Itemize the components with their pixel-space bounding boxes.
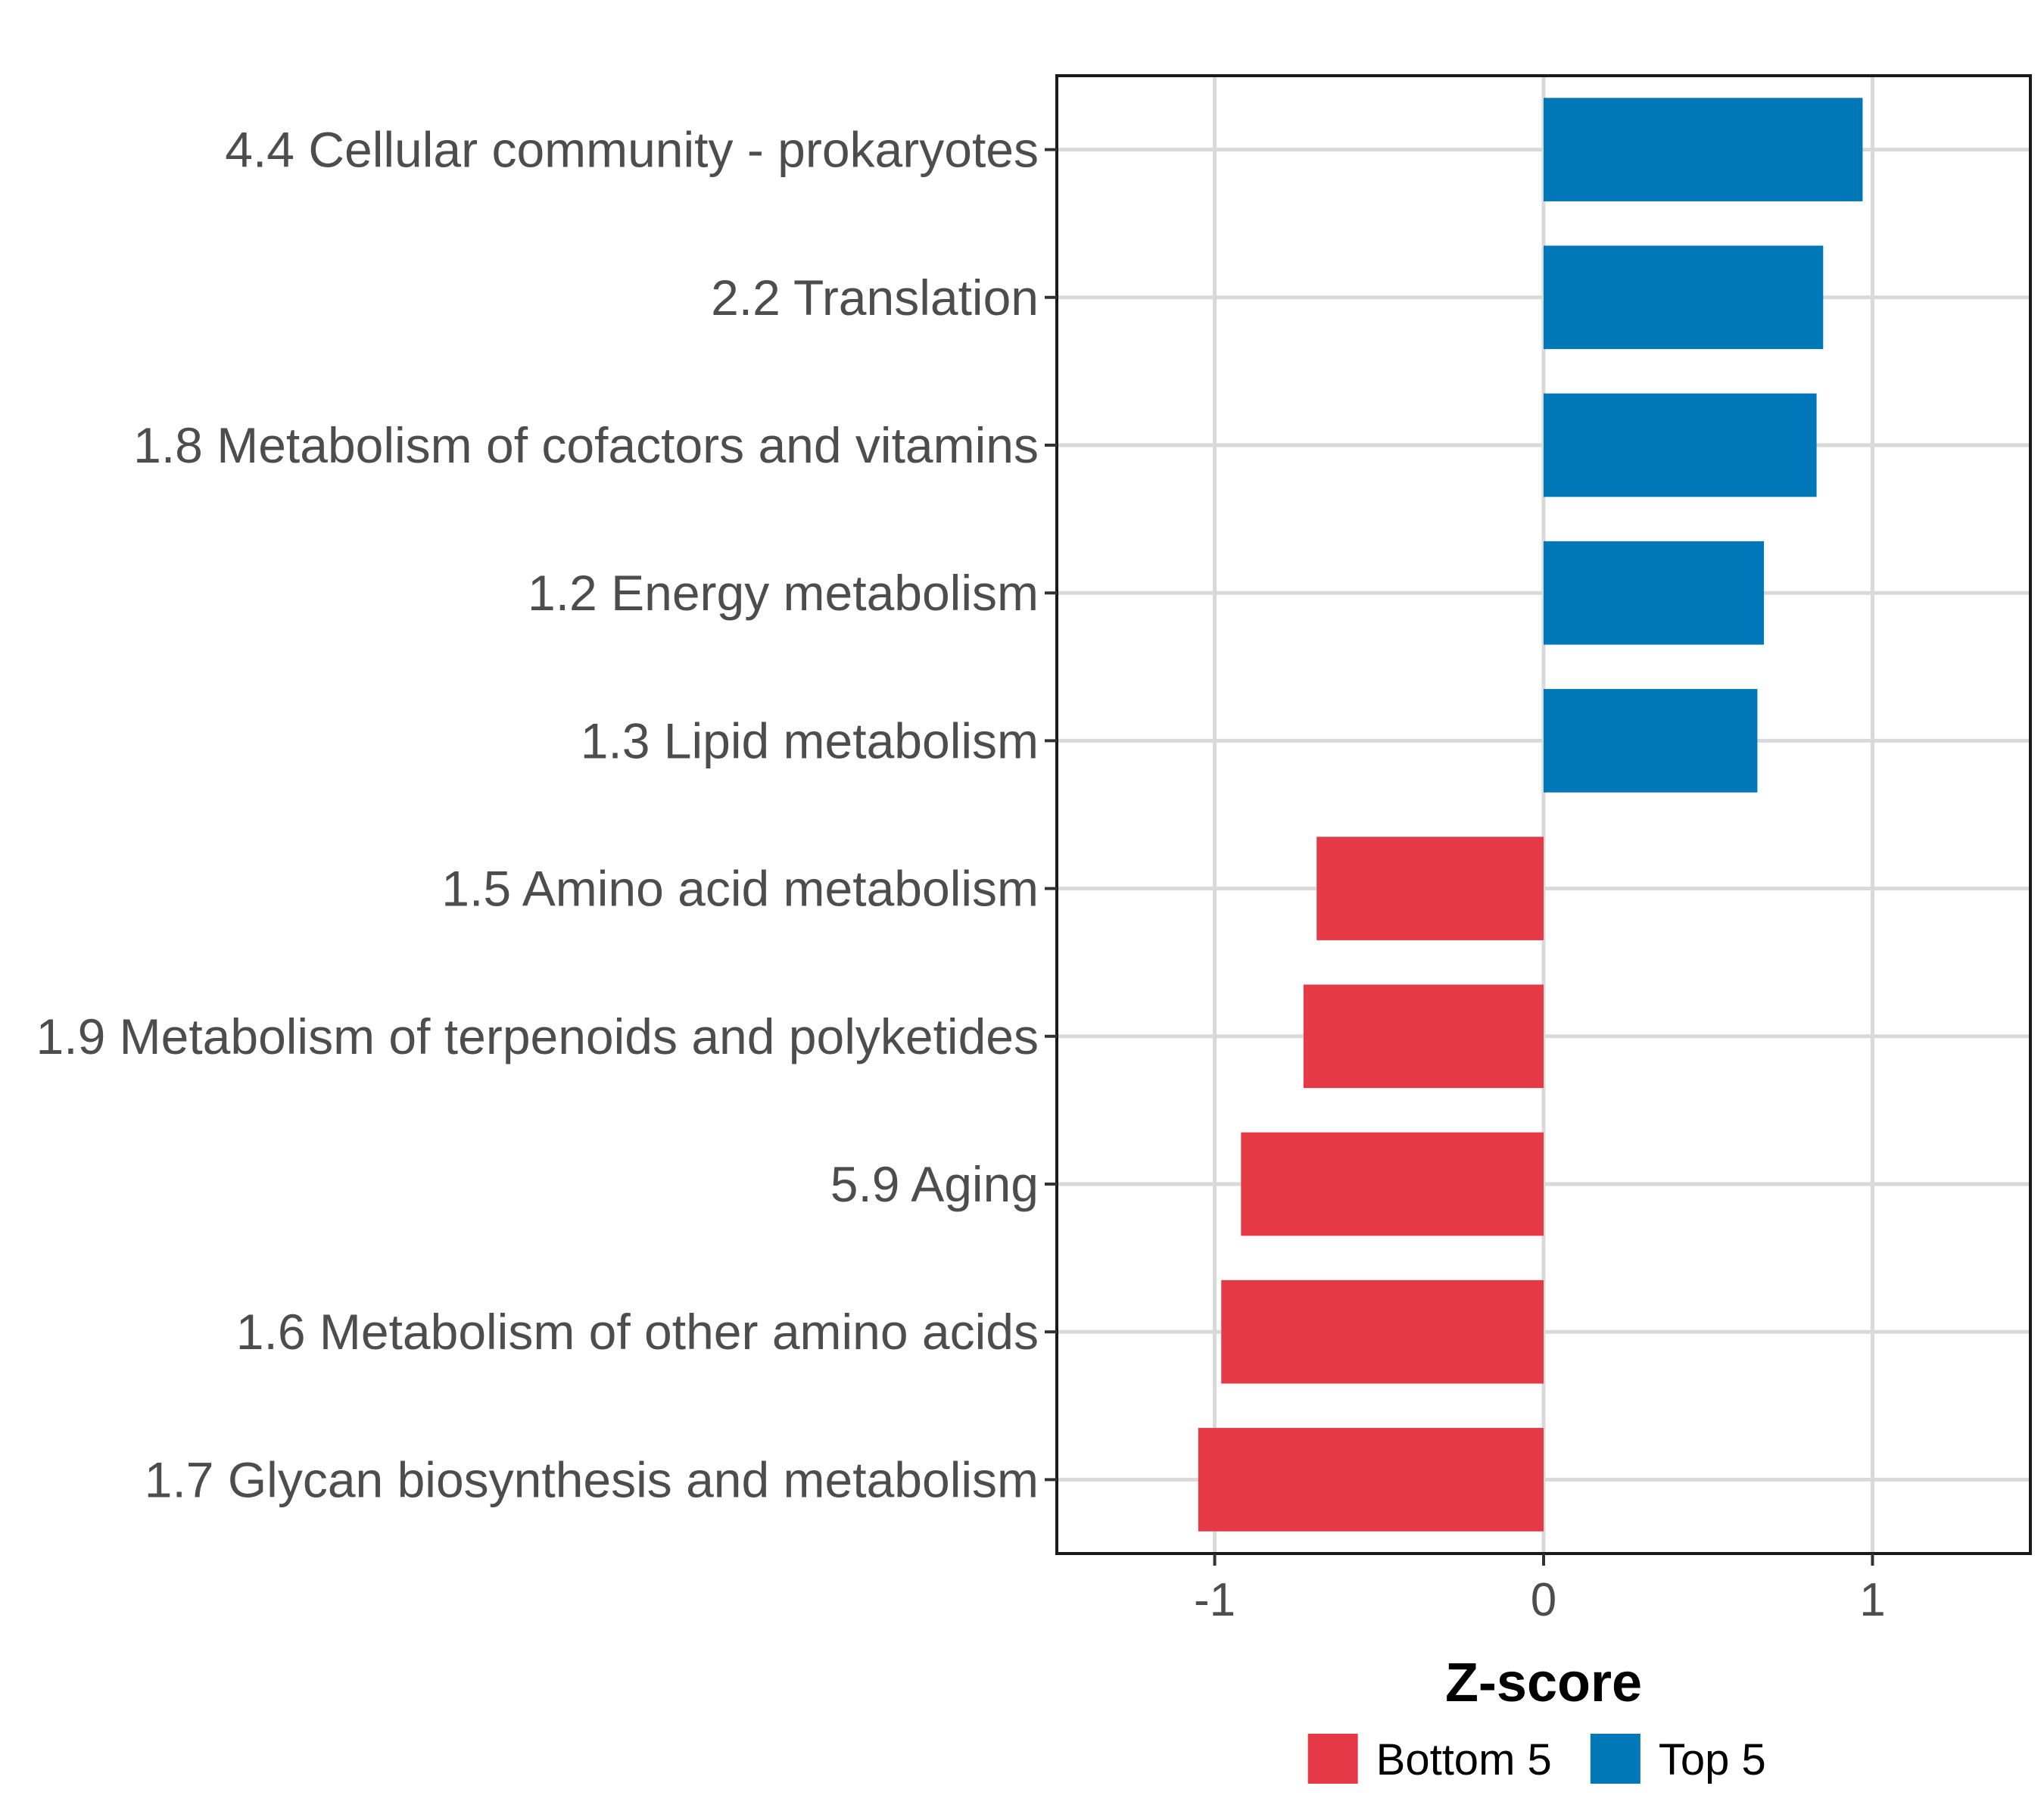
category-label: 1.2 Energy metabolism — [528, 565, 1039, 621]
category-label: 1.5 Amino acid metabolism — [441, 861, 1039, 917]
legend-key — [1590, 1734, 1640, 1784]
bar — [1198, 1428, 1544, 1532]
category-label: 5.9 Aging — [830, 1156, 1039, 1212]
category-label: 1.3 Lipid metabolism — [581, 712, 1039, 768]
legend-label: Top 5 — [1659, 1735, 1766, 1784]
bar — [1316, 837, 1544, 940]
bar — [1544, 98, 1863, 201]
category-label: 4.4 Cellular community - prokaryotes — [225, 122, 1039, 178]
x-tick-label: 0 — [1531, 1574, 1556, 1626]
category-label: 1.6 Metabolism of other amino acids — [236, 1304, 1039, 1360]
legend: Bottom 5 Top 5 — [1307, 1734, 1766, 1784]
category-label: 2.2 Translation — [711, 270, 1039, 326]
bar — [1241, 1132, 1544, 1236]
bar — [1544, 393, 1817, 497]
legend-key — [1307, 1734, 1358, 1784]
bar — [1303, 984, 1544, 1089]
x-tick-label: -1 — [1194, 1574, 1235, 1626]
bar — [1221, 1279, 1544, 1384]
x-axis-title: Z-score — [1445, 1653, 1642, 1713]
bars — [1198, 98, 1863, 1532]
category-label: 1.9 Metabolism of terpenoids and polyket… — [36, 1008, 1039, 1064]
bar — [1544, 689, 1758, 793]
y-axis: 4.4 Cellular community - prokaryotes 2.2 … — [36, 122, 1057, 1507]
bar — [1544, 245, 1824, 350]
legend-label: Bottom 5 — [1376, 1735, 1552, 1784]
category-label: 1.7 Glycan biosynthesis and metabolism — [145, 1451, 1039, 1507]
bar — [1544, 541, 1765, 645]
x-tick-label: 1 — [1859, 1574, 1885, 1626]
x-axis: -1 0 1 — [1194, 1554, 1886, 1626]
category-label: 1.8 Metabolism of cofactors and vitamins — [133, 417, 1039, 473]
